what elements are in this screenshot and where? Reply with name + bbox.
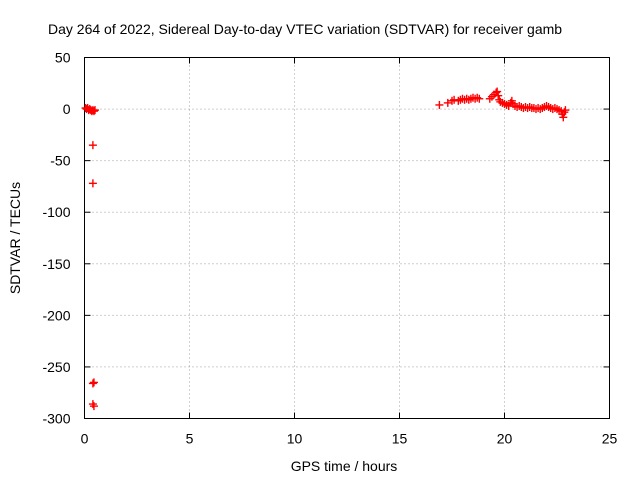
data-point	[91, 106, 99, 115]
y-tick-label: -200	[42, 307, 70, 323]
data-point	[89, 378, 98, 387]
data-point	[443, 98, 452, 107]
x-axis-label: GPS time / hours	[291, 458, 398, 474]
data-point	[89, 107, 98, 116]
y-tick-label: -150	[42, 256, 70, 272]
data-point	[559, 113, 568, 122]
x-tick-label: 20	[497, 431, 513, 447]
data-point	[561, 106, 570, 115]
chart-title: Day 264 of 2022, Sidereal Day-to-day VTE…	[48, 21, 562, 37]
y-tick-label: -50	[50, 153, 70, 169]
x-tick-label: 15	[392, 431, 408, 447]
y-tick-label: -250	[42, 359, 70, 375]
y-tick-label: 0	[63, 101, 71, 117]
data-point	[88, 400, 97, 409]
axis-ticks	[84, 57, 610, 419]
x-tick-label: 10	[287, 431, 303, 447]
data-point	[88, 141, 97, 150]
x-tick-label: 25	[602, 431, 618, 447]
data-point	[475, 94, 484, 103]
data-points	[81, 87, 570, 411]
y-axis-label: SDTVAR / TECUs	[7, 182, 23, 294]
data-point	[89, 402, 98, 411]
tick-labels: 0 5 10 15 20 25 50 0 -50 -100 -150 -200 -250 -300	[42, 50, 617, 447]
data-point	[493, 87, 502, 96]
x-tick-label: 0	[81, 431, 89, 447]
data-point	[435, 100, 444, 109]
data-point	[88, 179, 97, 188]
grid-lines	[84, 57, 610, 419]
y-tick-label: -100	[42, 204, 70, 220]
plot-frame	[84, 57, 610, 419]
data-point	[494, 91, 503, 100]
y-tick-label: -300	[42, 411, 70, 427]
y-tick-label: 50	[55, 50, 71, 66]
data-point	[88, 379, 97, 388]
x-tick-label: 5	[186, 431, 194, 447]
